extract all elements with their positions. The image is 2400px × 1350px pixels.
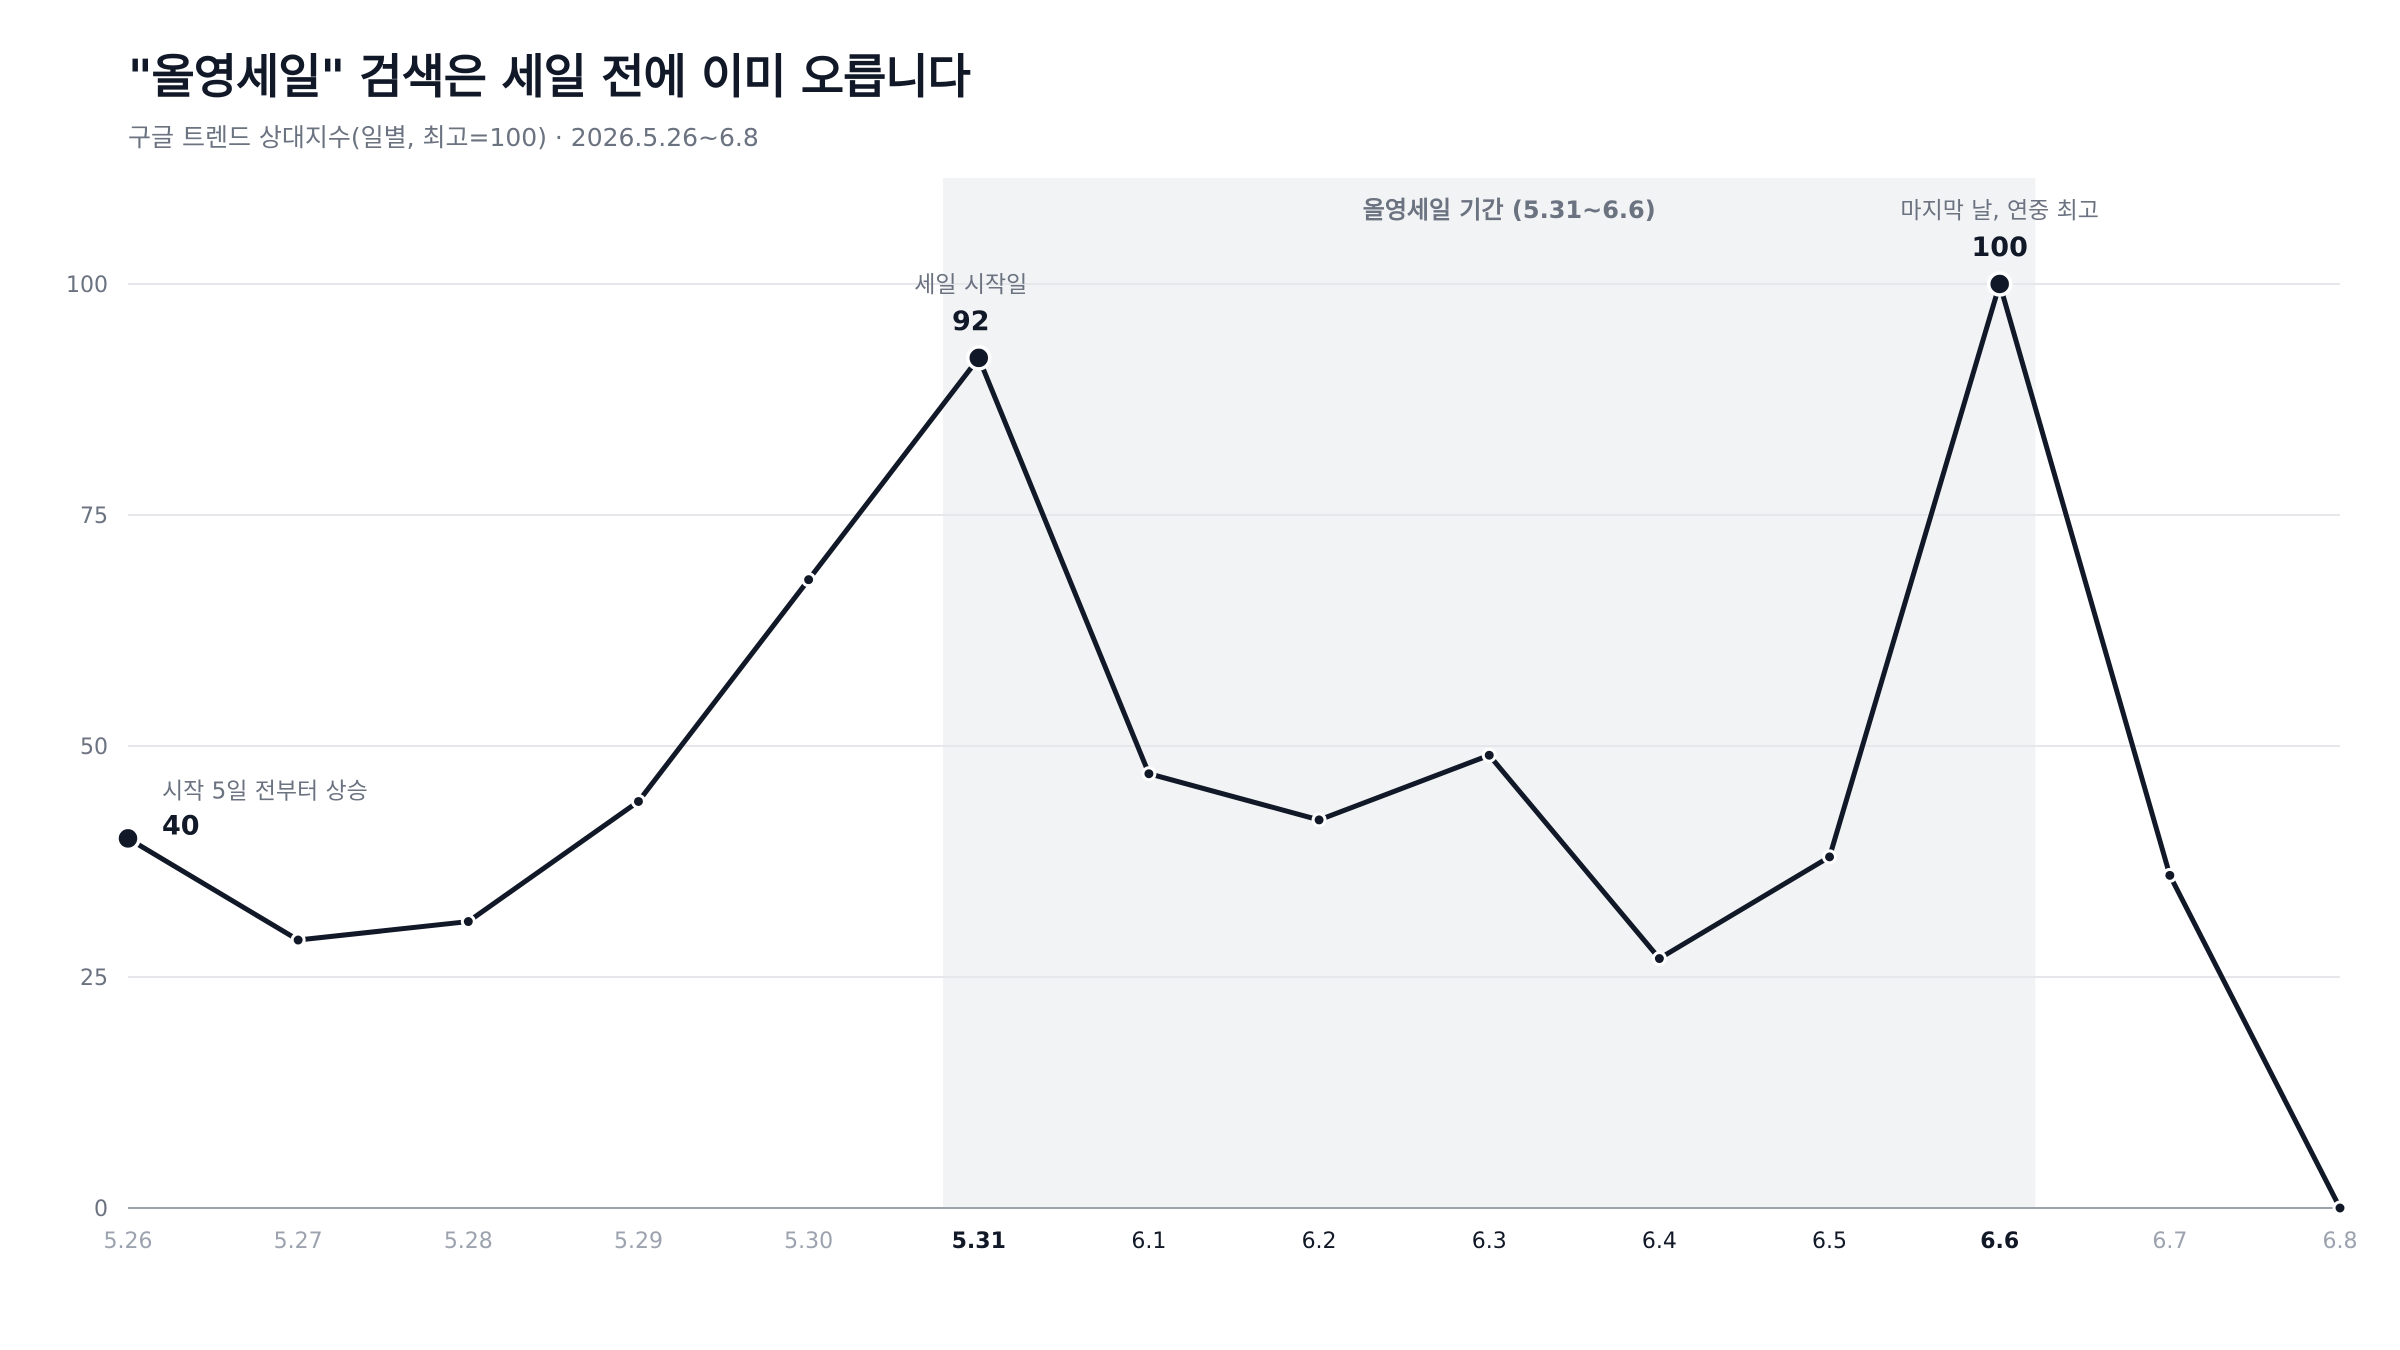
annotation-text: 마지막 날, 연중 최고 [1900, 198, 2099, 224]
x-tick-label: 5.30 [784, 1229, 833, 1254]
data-point [630, 793, 646, 809]
series-group [115, 271, 2348, 1216]
x-tick-label: 6.2 [1302, 1229, 1337, 1254]
x-tick-label: 5.26 [104, 1229, 153, 1254]
grid-group [128, 283, 2340, 1209]
data-point [1141, 766, 1157, 782]
data-point [290, 932, 306, 948]
x-tick-label: 6.4 [1642, 1229, 1677, 1254]
y-tick-label: 75 [80, 504, 108, 529]
chart-title: "올영세일" 검색은 세일 전에 이미 오릅니다 [128, 50, 971, 105]
annotation-text: 시작 5일 전부터 상승 [162, 778, 368, 804]
chart-subtitle: 구글 트렌드 상대지수(일별, 최고=100) · 2026.5.26~6.8 [128, 123, 759, 152]
x-tick-label: 6.1 [1131, 1229, 1166, 1254]
sale-period-label: 올영세일 기간 (5.31~6.6) [1363, 196, 1656, 224]
x-tick-label: 6.8 [2323, 1229, 2358, 1254]
x-tick-label: 6.6 [1980, 1229, 2019, 1254]
x-axis-group: 5.26 5.27 5.28 5.29 5.30 5.31 6.1 6.2 6.3 6.4 6.5 6… [104, 1229, 2358, 1254]
data-point [801, 572, 817, 588]
data-point [2332, 1200, 2348, 1216]
y-tick-label: 50 [80, 735, 108, 760]
data-point [2162, 867, 2178, 883]
annotation-text: 세일 시작일 [914, 272, 1027, 298]
data-point [1481, 747, 1497, 763]
annotation-value: 40 [162, 810, 200, 841]
x-tick-label: 6.5 [1812, 1229, 1847, 1254]
x-tick-label: 5.31 [952, 1229, 1006, 1254]
y-tick-label: 0 [94, 1197, 108, 1222]
y-tick-label: 100 [66, 273, 108, 298]
data-point [1822, 849, 1838, 865]
annotation-value: 92 [952, 306, 990, 337]
y-tick-label: 25 [80, 966, 108, 991]
x-tick-label: 6.7 [2152, 1229, 2187, 1254]
data-point [460, 914, 476, 930]
annotation-value: 100 [1972, 232, 2028, 263]
sale-period-band [943, 178, 2036, 1208]
annotation-group: 시작 5일 전부터 상승 40 세일 시작일 92 마지막 날, 연중 최고 100 [162, 198, 2099, 841]
y-axis-group: 0 25 50 75 100 [66, 273, 108, 1222]
highlight-point [966, 345, 992, 371]
x-tick-label: 5.27 [274, 1229, 323, 1254]
highlight-point [1986, 271, 2013, 297]
data-point [1651, 951, 1667, 967]
x-tick-label: 5.29 [614, 1229, 663, 1254]
highlight-point [115, 825, 141, 852]
highlight-band-group: 올영세일 기간 (5.31~6.6) [943, 178, 2036, 1208]
x-tick-label: 6.3 [1472, 1229, 1507, 1254]
data-point [1311, 812, 1327, 828]
series-line [125, 281, 2343, 1211]
x-tick-label: 5.28 [444, 1229, 493, 1254]
